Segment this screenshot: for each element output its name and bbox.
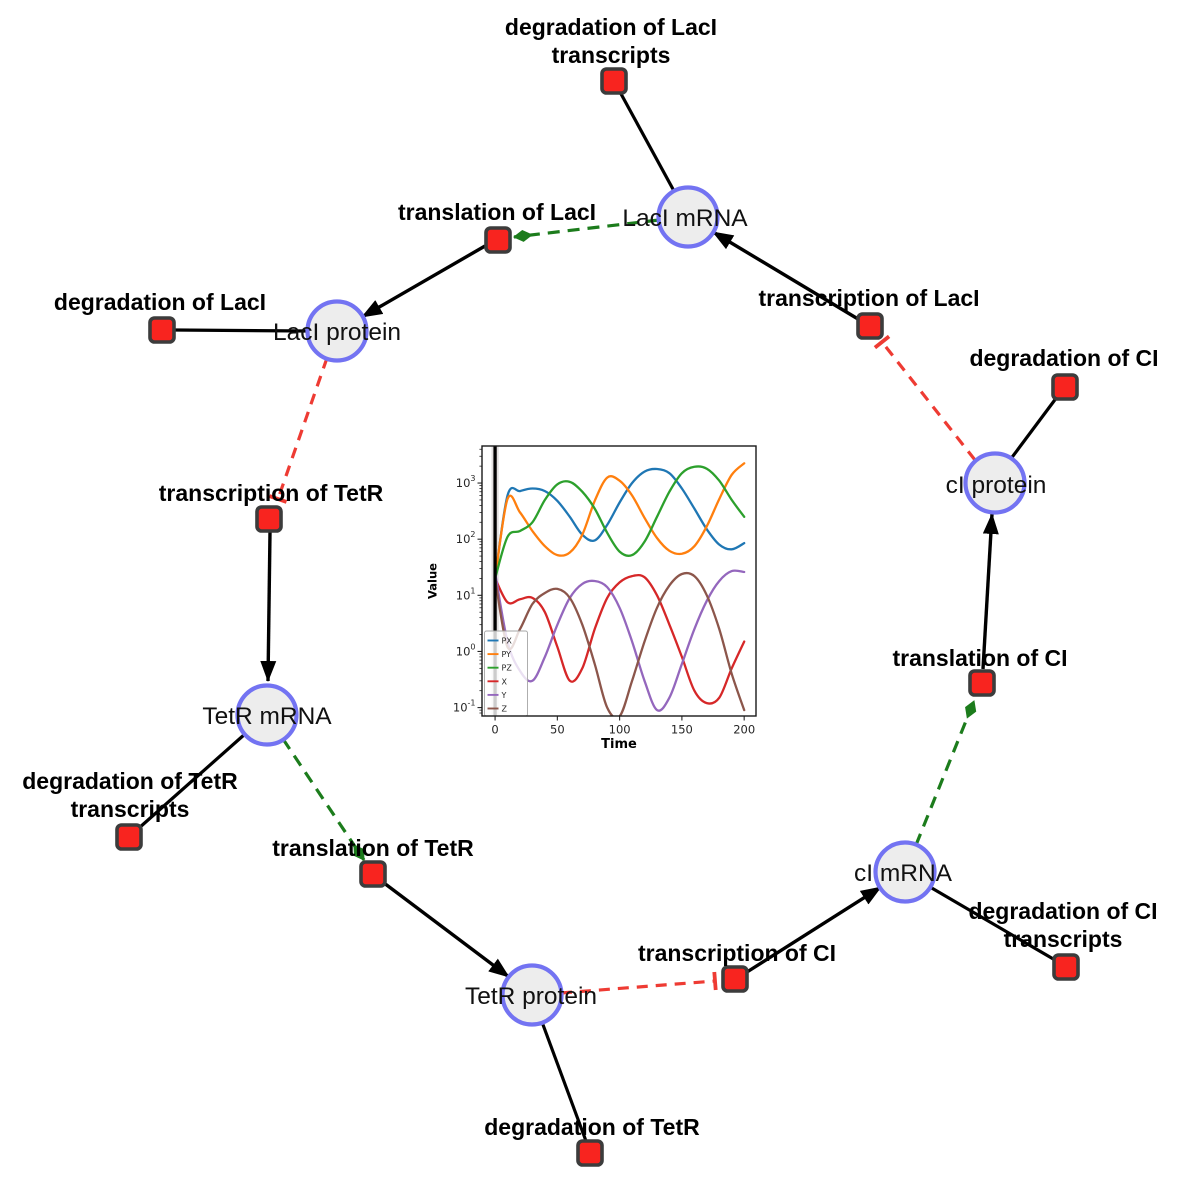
chart-x-tick-label: 50	[550, 723, 565, 737]
chart-legend-label-Z: Z	[502, 705, 508, 714]
reaction-label-transcription-tetr: transcription of TetR	[159, 480, 384, 506]
species-node-ci-mrna[interactable]	[873, 840, 937, 904]
reaction-label-degradation-tetr-transcripts: degradation of TetR transcripts	[22, 768, 238, 822]
chart-legend-label-X: X	[502, 677, 508, 686]
reaction-node-transcription-tetr[interactable]	[255, 505, 283, 533]
species-node-tetr-protein[interactable]	[500, 963, 564, 1027]
chart-y-tick-label: 10-1	[453, 699, 476, 715]
reaction-label-transcription-ci: transcription of CI	[638, 940, 836, 966]
simulation-plot: 0 50 100 150 200 10-1 100 101 102 103 PX PY PZ XYZ Ti…	[426, 445, 757, 752]
chart-axes-frame	[481, 445, 757, 717]
species-label-tetr-mrna: TetR mRNA	[202, 703, 332, 730]
reaction-node-degradation-ci[interactable]	[1051, 373, 1079, 401]
edge-ci-mrna-modifies-translation	[914, 700, 977, 846]
edge-translation-tetr-to-tetr-protein	[382, 881, 511, 979]
species-node-laci-mrna[interactable]	[656, 185, 720, 249]
reaction-node-degradation-ci-transcripts[interactable]	[1052, 953, 1080, 981]
edge-laci-protein-to-degradation	[174, 328, 309, 333]
edge-translation-laci-to-laci-protein	[361, 244, 486, 319]
reaction-label-degradation-laci: degradation of LacI	[54, 289, 266, 315]
species-label-ci-protein: cI protein	[946, 472, 1047, 499]
reaction-label-degradation-ci: degradation of CI	[969, 345, 1158, 371]
edge-laci-mrna-modifies-translation	[513, 218, 660, 242]
edge-laci-mrna-to-degradation-transcripts	[618, 91, 676, 192]
reaction-label-translation-laci: translation of LacI	[398, 199, 596, 225]
species-node-laci-protein[interactable]	[305, 299, 369, 363]
reaction-node-degradation-laci[interactable]	[148, 316, 176, 344]
nodes-layer	[115, 67, 1080, 1167]
labels-layer: degradation of LacI transcripts translati…	[22, 14, 1158, 1140]
chart-x-tick-label: 0	[491, 723, 498, 737]
species-label-laci-mrna: LacI mRNA	[622, 205, 748, 232]
chart-curve-PY	[493, 462, 746, 580]
edge-translation-ci-to-ci-protein	[981, 513, 999, 670]
edge-ci-protein-to-degradation	[1008, 396, 1059, 461]
edge-tetr-mrna-to-degradation-transcripts	[137, 732, 247, 830]
species-label-ci-mrna: cI mRNA	[854, 860, 953, 887]
chart-curves	[493, 462, 746, 716]
edge-tetr-protein-inhibits-transcription-ci	[560, 971, 718, 995]
chart-dynamic-content: 0 50 100 150 200 10-1 100 101 102 103 PX PY PZ XYZ	[453, 446, 755, 737]
chart-curve-PZ	[493, 465, 746, 580]
reaction-node-transcription-laci[interactable]	[856, 312, 884, 340]
chart-x-tick-label: 150	[671, 723, 693, 737]
chart-y-tick-label: 103	[456, 474, 476, 490]
chart-legend-label-PX: PX	[502, 637, 513, 646]
species-node-ci-protein[interactable]	[963, 451, 1027, 515]
reaction-node-translation-ci[interactable]	[968, 669, 996, 697]
chart-y-tick-label: 102	[456, 530, 476, 546]
reaction-node-translation-tetr[interactable]	[359, 860, 387, 888]
reaction-label-translation-tetr: translation of TetR	[272, 835, 474, 861]
reaction-label-degradation-laci-transcripts: degradation of LacI transcripts	[505, 14, 717, 68]
chart-legend-label-PY: PY	[502, 650, 512, 659]
chart-x-tick-label: 200	[733, 723, 755, 737]
reaction-label-degradation-ci-transcripts: degradation of CI transcripts	[968, 898, 1157, 952]
chart-legend-label-Y: Y	[501, 691, 507, 700]
edge-transcription-tetr-to-tetr-mrna	[260, 531, 277, 682]
species-label-tetr-protein: TetR protein	[465, 983, 597, 1010]
chart-y-tick-label: 101	[456, 586, 476, 602]
edge-tetr-mrna-modifies-translation	[281, 738, 366, 861]
chart-curve-Z	[493, 571, 746, 716]
edge-ci-mrna-to-degradation-transcripts	[929, 885, 1056, 962]
chart-legend-label-PZ: PZ	[502, 664, 513, 673]
reaction-node-translation-laci[interactable]	[484, 226, 512, 254]
reaction-node-degradation-tetr[interactable]	[576, 1139, 604, 1167]
reaction-node-degradation-tetr-transcripts[interactable]	[115, 823, 143, 851]
reaction-label-translation-ci: translation of CI	[892, 645, 1067, 671]
reaction-label-transcription-laci: transcription of LacI	[758, 285, 979, 311]
edge-ci-protein-inhibits-transcription-laci	[873, 334, 977, 461]
reaction-node-degradation-laci-transcripts[interactable]	[600, 67, 628, 95]
chart-xlabel: Time	[601, 737, 637, 752]
chart-curve-PX	[493, 467, 746, 580]
chart-x-tick-label: 100	[609, 723, 631, 737]
chart-y-tick-label: 100	[456, 642, 476, 658]
chart-curve-Y	[493, 569, 746, 712]
species-node-tetr-mrna[interactable]	[235, 683, 299, 747]
chart-legend: PX PY PZ XYZ	[484, 630, 528, 717]
edge-tetr-protein-to-degradation	[540, 1021, 588, 1142]
species-label-laci-protein: LacI protein	[273, 319, 401, 346]
edge-laci-protein-inhibits-transcription-tetr	[268, 357, 329, 504]
reaction-node-transcription-ci[interactable]	[721, 965, 749, 993]
edge-transcription-laci-to-laci-mrna	[712, 230, 859, 321]
edge-transcription-ci-to-ci-mrna	[746, 885, 882, 974]
chart-ylabel: Value	[426, 563, 440, 599]
edges-layer	[137, 91, 1059, 1142]
reaction-label-degradation-tetr: degradation of TetR	[484, 1114, 700, 1140]
